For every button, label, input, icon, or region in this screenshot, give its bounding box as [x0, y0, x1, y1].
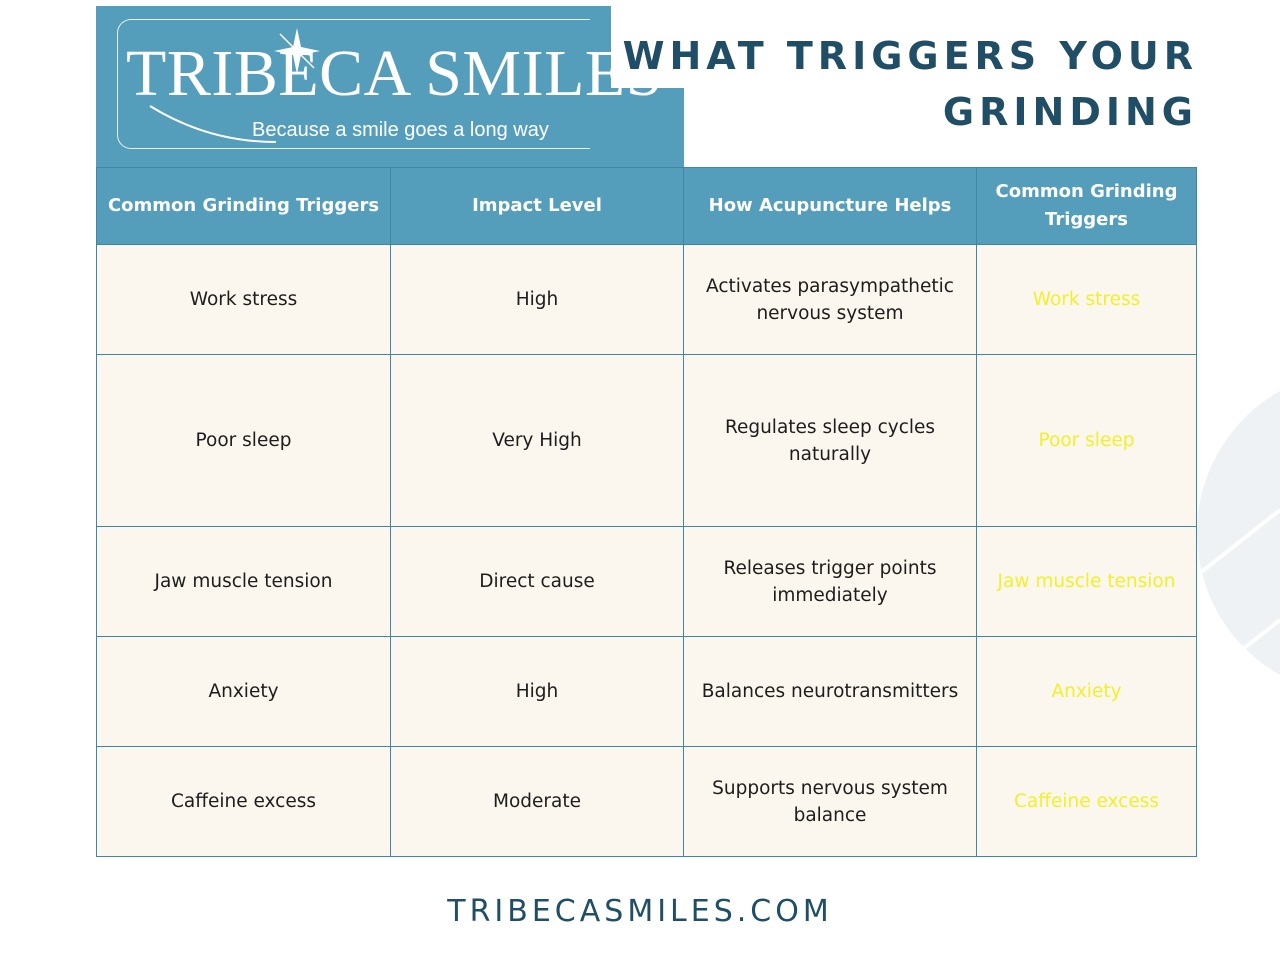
swoosh-icon	[149, 105, 277, 143]
impact-cell: Moderate	[390, 746, 684, 857]
logo-frame	[117, 19, 590, 149]
acupuncture-help-cell: Activates parasympathetic nervous system	[683, 244, 977, 355]
table-row: Anxiety High Balances neurotransmitters …	[96, 636, 1197, 747]
logo-name: TRIBECA SMILES	[126, 37, 663, 110]
triggers-table: Common Grinding Triggers Impact Level Ho…	[96, 167, 1197, 857]
trigger-mirror-cell: Jaw muscle tension	[976, 526, 1197, 637]
trigger-cell: Work stress	[96, 244, 391, 355]
page-title-line-1: WHAT TRIGGERS YOUR	[622, 34, 1198, 78]
table-row: Caffeine excess Moderate Supports nervou…	[96, 746, 1197, 857]
table-row: Jaw muscle tension Direct cause Releases…	[96, 526, 1197, 637]
trigger-mirror-cell: Anxiety	[976, 636, 1197, 747]
decorative-circle-shape	[1195, 370, 1280, 696]
title-notch	[611, 6, 684, 88]
table-header-row: Common Grinding Triggers Impact Level Ho…	[96, 167, 1197, 245]
column-header-triggers-repeat: Common Grinding Triggers	[976, 167, 1197, 245]
acupuncture-help-cell: Regulates sleep cycles naturally	[683, 354, 977, 527]
column-header-acupuncture: How Acupuncture Helps	[683, 167, 977, 245]
trigger-cell: Anxiety	[96, 636, 391, 747]
acupuncture-help-cell: Supports nervous system balance	[683, 746, 977, 857]
trigger-mirror-cell: Caffeine excess	[976, 746, 1197, 857]
trigger-cell: Caffeine excess	[96, 746, 391, 857]
table-row: Poor sleep Very High Regulates sleep cyc…	[96, 354, 1197, 527]
impact-cell: Direct cause	[390, 526, 684, 637]
footer-website-link[interactable]: TRIBECASMILES.COM	[447, 894, 833, 929]
column-header-triggers: Common Grinding Triggers	[96, 167, 391, 245]
page-title-line-2: GRINDING	[942, 90, 1198, 134]
logo-panel: TRIBECA SMILES Because a smile goes a lo…	[96, 6, 684, 167]
sparkle-star-icon	[274, 28, 320, 74]
acupuncture-help-cell: Balances neurotransmitters	[683, 636, 977, 747]
impact-cell: High	[390, 244, 684, 355]
trigger-cell: Jaw muscle tension	[96, 526, 391, 637]
acupuncture-help-cell: Releases trigger points immediately	[683, 526, 977, 637]
impact-cell: High	[390, 636, 684, 747]
column-header-impact: Impact Level	[390, 167, 684, 245]
logo-tagline: Because a smile goes a long way	[252, 119, 549, 141]
impact-cell: Very High	[390, 354, 684, 527]
table-row: Work stress High Activates parasympathet…	[96, 244, 1197, 355]
page-title: WHAT TRIGGERS YOUR GRINDING	[623, 28, 1198, 140]
trigger-cell: Poor sleep	[96, 354, 391, 527]
trigger-mirror-cell: Poor sleep	[976, 354, 1197, 527]
trigger-mirror-cell: Work stress	[976, 244, 1197, 355]
